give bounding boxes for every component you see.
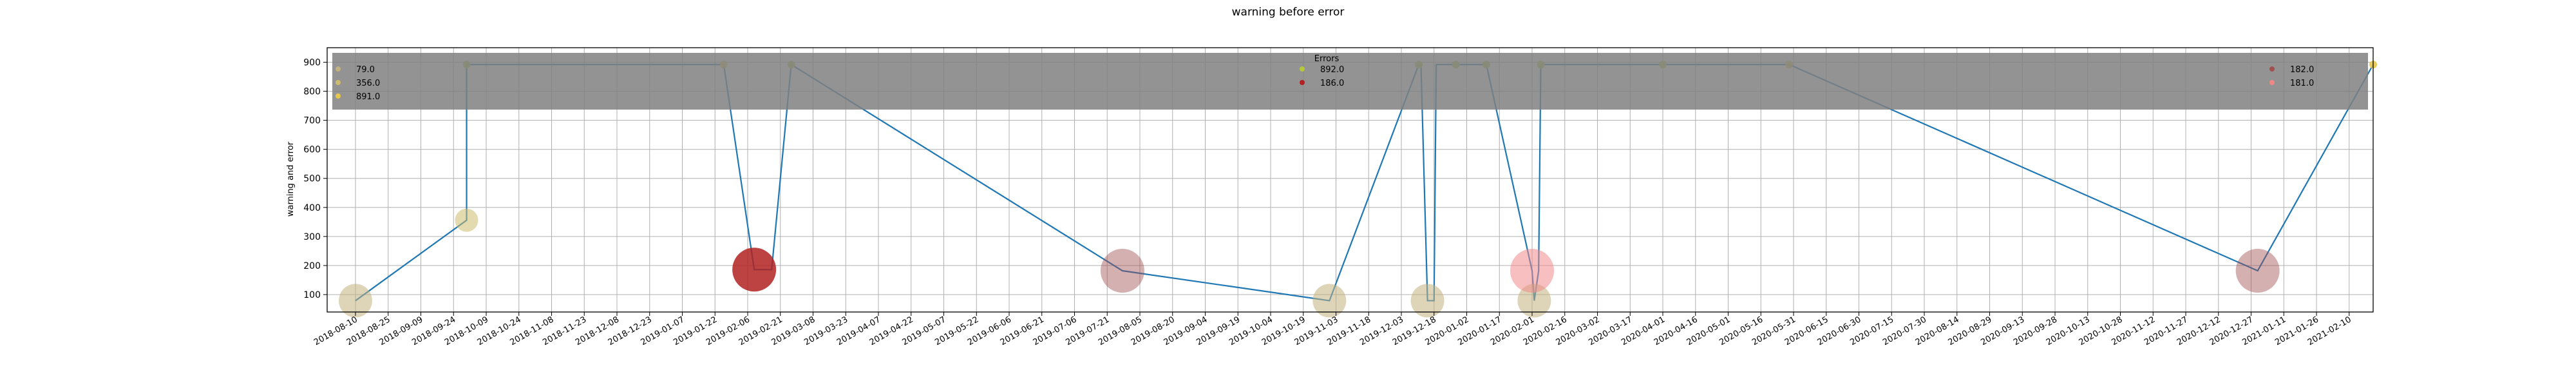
y-tick-label: 700	[303, 116, 321, 126]
legend-marker	[1300, 80, 1305, 85]
scatter-point	[455, 208, 478, 232]
y-axis-label: warning and error	[286, 141, 296, 217]
legend-marker	[336, 80, 341, 85]
x-ticks: 2018-08-102018-08-252018-09-092018-09-24…	[312, 312, 2353, 347]
axes	[327, 47, 2374, 313]
legend-marker	[2269, 80, 2275, 85]
legend-label: 79.0	[356, 65, 375, 75]
axes-frame	[327, 47, 2374, 313]
scatter-point	[732, 248, 777, 292]
scatter-point	[1410, 284, 1444, 318]
chart-title: warning before error	[1232, 6, 1345, 19]
scatter-points	[338, 61, 2377, 318]
y-tick-label: 100	[303, 290, 321, 300]
legend-label: 356.0	[356, 79, 380, 88]
y-tick-label: 900	[303, 58, 321, 68]
y-tick-label: 300	[303, 232, 321, 242]
legend-label: 892.0	[1320, 65, 1344, 75]
scatter-point	[1510, 249, 1555, 293]
scatter-point	[1312, 284, 1347, 318]
legend-marker	[336, 93, 341, 99]
legend-label: 181.0	[2290, 79, 2314, 88]
legend-label: 182.0	[2290, 65, 2314, 75]
y-tick-label: 800	[303, 87, 321, 97]
y-tick-label: 600	[303, 145, 321, 155]
scatter-point	[1100, 249, 1144, 293]
scatter-point	[338, 284, 372, 318]
legend-label: 891.0	[356, 92, 380, 102]
legend-title: Errors	[1314, 54, 1340, 64]
scatter-point	[2235, 249, 2280, 293]
legend-marker	[2269, 66, 2275, 72]
scatter-point	[1517, 284, 1551, 318]
legend: Errors 79.0 356.0 891.0 892.0 186.0 182.0 181.…	[332, 53, 2368, 110]
legend-label: 186.0	[1320, 79, 1344, 88]
y-tick-label: 400	[303, 203, 321, 213]
legend-marker	[1300, 66, 1305, 72]
y-tick-label: 200	[303, 261, 321, 271]
legend-box	[332, 53, 2368, 110]
legend-marker	[336, 66, 341, 72]
y-ticks: 100 200 300 400 500 600 700 800 900	[303, 58, 327, 300]
y-tick-label: 500	[303, 174, 321, 184]
